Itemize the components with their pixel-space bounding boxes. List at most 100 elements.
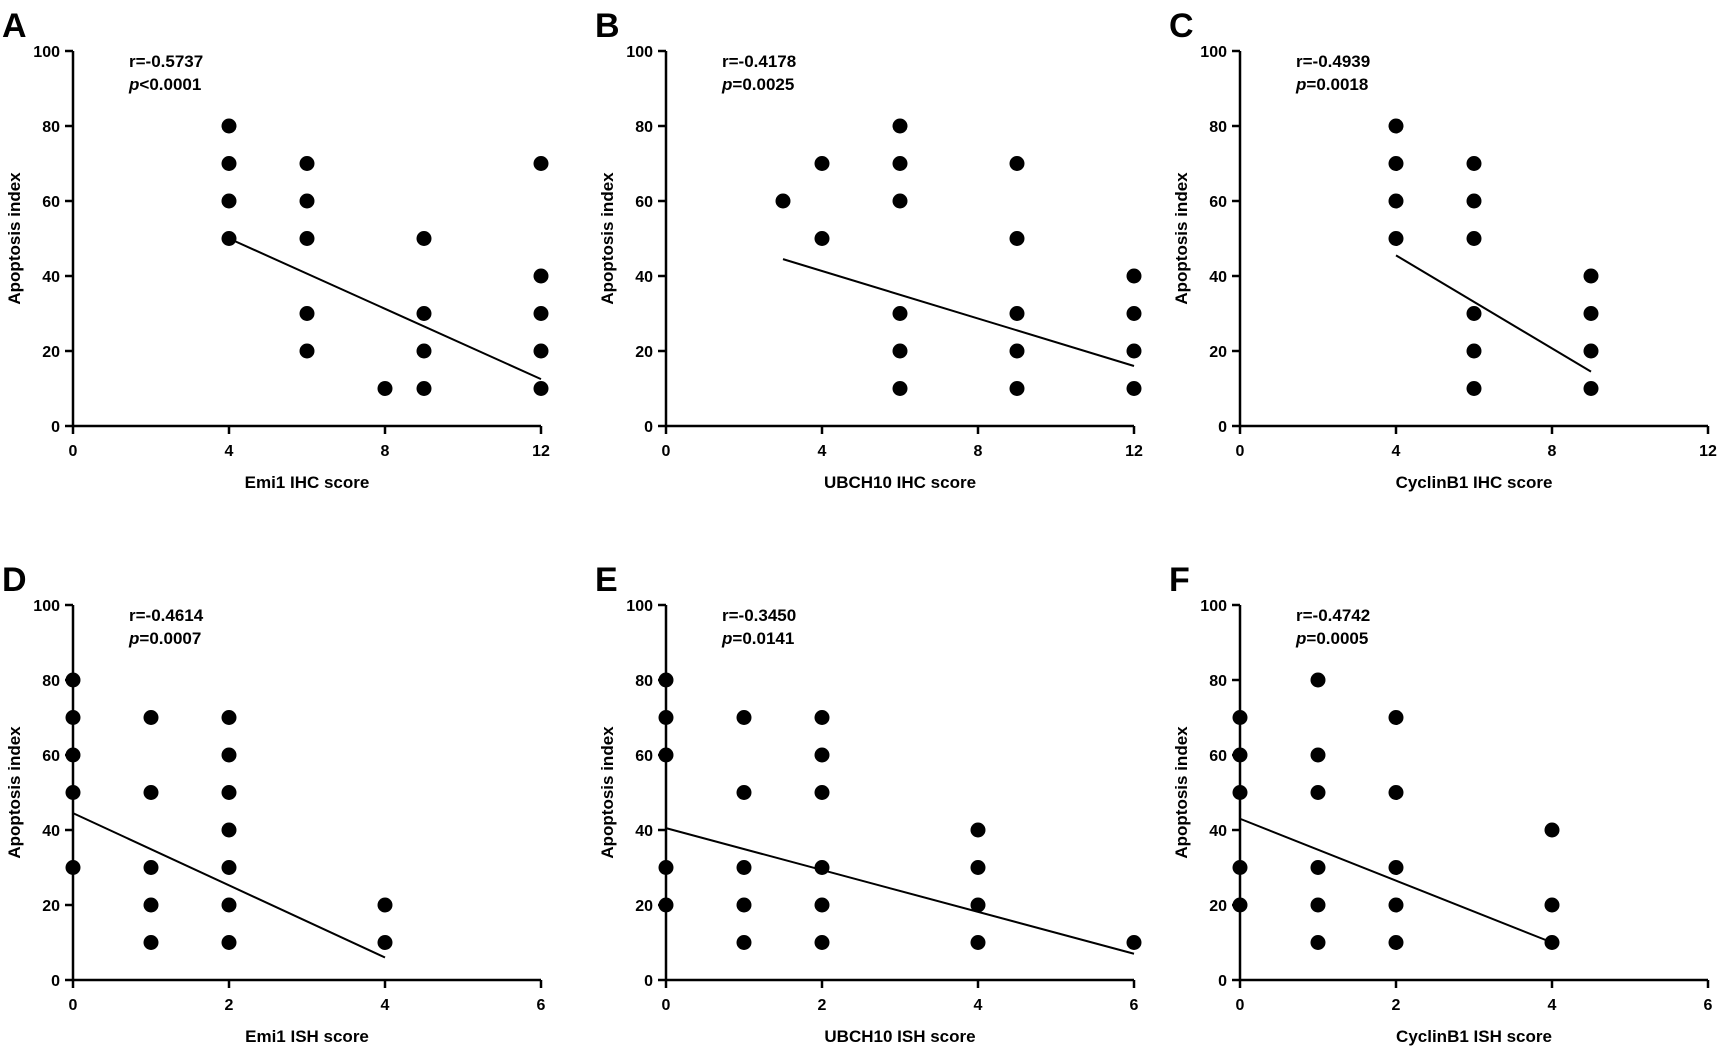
data-point [416, 306, 432, 321]
y-tick-label: 60 [635, 194, 653, 211]
regression-line [782, 258, 1135, 367]
y-tick-label: 20 [635, 344, 653, 361]
stat-r-value: r=-0.4178 [722, 52, 796, 71]
y-axis-title: Apoptosis index [1172, 172, 1191, 305]
data-point [1009, 231, 1025, 246]
stat-p-number: =0.0141 [732, 629, 794, 648]
x-tick-label: 2 [1392, 997, 1401, 1014]
y-tick-label: 100 [1200, 44, 1227, 61]
data-point [1310, 785, 1326, 800]
panel-f: F 0 20 40 60 80 100 0 2 4 6 CyclinB1 ISH score Apopt… [1169, 561, 1713, 1046]
stat-p-value: p<0.0001 [128, 75, 201, 94]
stat-p-symbol: p [1295, 75, 1306, 94]
data-point [1126, 306, 1142, 321]
stat-p-number: =0.0025 [732, 75, 794, 94]
data-point [1310, 672, 1326, 688]
x-tick-label: 4 [225, 443, 234, 460]
data-point [377, 897, 393, 913]
regression-line [1395, 254, 1592, 373]
stat-p-value: p=0.0025 [721, 75, 794, 94]
data-point [1009, 306, 1025, 321]
data-point [970, 935, 986, 950]
x-axis-title: CyclinB1 IHC score [1396, 473, 1553, 492]
panel-letter: F [1169, 561, 1190, 599]
y-tick-label: 80 [42, 119, 60, 136]
data-point [736, 897, 752, 913]
x-tick-label: 2 [818, 997, 827, 1014]
data-point [416, 343, 432, 359]
data-point [814, 747, 830, 763]
x-tick-label: 0 [1236, 443, 1245, 460]
data-point [658, 710, 674, 725]
panel-b: B 0 20 40 60 80 100 0 4 8 12 UBCH10 IHC score Apopto… [595, 7, 1143, 492]
y-tick-label: 0 [1218, 973, 1227, 990]
data-point [1232, 747, 1248, 763]
data-point [299, 343, 315, 359]
stat-p-value: p=0.0141 [721, 629, 794, 648]
y-tick-label: 100 [626, 598, 653, 615]
y-tick-label: 60 [1209, 194, 1227, 211]
data-point [221, 193, 237, 209]
stat-p-symbol: p [128, 629, 139, 648]
y-tick-label: 40 [1209, 269, 1227, 286]
x-tick-label: 8 [974, 443, 983, 460]
data-point [533, 306, 549, 321]
data-point [221, 747, 237, 763]
x-tick-label: 4 [381, 997, 390, 1014]
data-point [221, 860, 237, 875]
data-point [1126, 381, 1142, 396]
data-point [1583, 268, 1599, 284]
data-point [65, 747, 81, 763]
y-tick-label: 20 [1209, 344, 1227, 361]
y-tick-label: 0 [644, 973, 653, 990]
panel-letter: A [2, 7, 27, 45]
data-point [1310, 935, 1326, 950]
data-point [299, 193, 315, 209]
x-axis-title: UBCH10 IHC score [824, 473, 976, 492]
panel-letter: D [2, 561, 27, 599]
data-point [1583, 343, 1599, 359]
y-tick-label: 0 [51, 973, 60, 990]
panel-letter: C [1169, 7, 1194, 45]
data-point [814, 156, 830, 171]
stat-p-value: p=0.0018 [1295, 75, 1368, 94]
data-point [533, 381, 549, 396]
data-point [533, 268, 549, 284]
data-point [143, 897, 159, 913]
data-point [533, 156, 549, 171]
data-point [221, 118, 237, 134]
y-tick-label: 60 [1209, 748, 1227, 765]
x-tick-label: 0 [662, 443, 671, 460]
x-tick-label: 0 [662, 997, 671, 1014]
y-tick-label: 100 [1200, 598, 1227, 615]
data-point [658, 747, 674, 763]
data-point [143, 935, 159, 950]
y-tick-label: 20 [635, 898, 653, 915]
stat-p-number: =0.0005 [1306, 629, 1368, 648]
y-tick-label: 100 [33, 44, 60, 61]
data-point [1388, 156, 1404, 171]
x-tick-label: 12 [1699, 443, 1717, 460]
x-tick-label: 4 [974, 997, 983, 1014]
y-tick-label: 40 [1209, 823, 1227, 840]
x-tick-label: 6 [1130, 997, 1139, 1014]
y-tick-label: 40 [42, 269, 60, 286]
data-point [1388, 785, 1404, 800]
regression-line [72, 812, 386, 959]
data-point [65, 672, 81, 688]
x-axis-title: CyclinB1 ISH score [1396, 1027, 1552, 1046]
data-point [1583, 381, 1599, 396]
x-tick-label: 4 [818, 443, 827, 460]
data-point [221, 822, 237, 838]
data-point [1126, 268, 1142, 284]
data-point [221, 785, 237, 800]
data-point [736, 785, 752, 800]
data-point [1310, 860, 1326, 875]
data-point [970, 897, 986, 913]
stat-p-symbol: p [128, 75, 139, 94]
y-tick-label: 80 [1209, 673, 1227, 690]
data-point [1232, 710, 1248, 725]
data-point [892, 156, 908, 171]
x-tick-label: 0 [69, 443, 78, 460]
y-tick-label: 0 [644, 419, 653, 436]
